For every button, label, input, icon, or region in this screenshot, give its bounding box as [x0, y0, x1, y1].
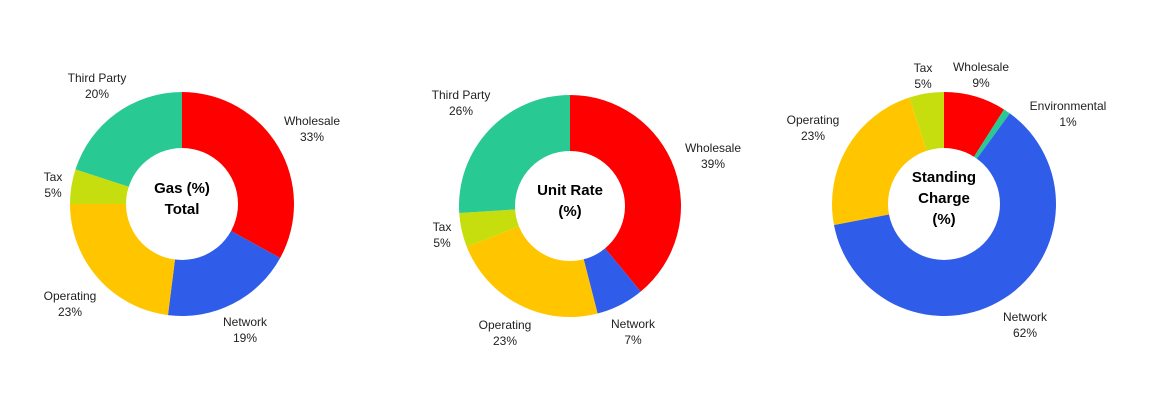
slice-label-tax: Tax 5%: [433, 220, 452, 250]
slice-label-value: 33%: [300, 130, 324, 144]
slice-label-network: Network 19%: [223, 315, 268, 345]
slice-label-value: 23%: [58, 305, 82, 319]
slice-label-value: 39%: [701, 157, 725, 171]
slice-label-third-party: Third Party 26%: [432, 88, 491, 118]
slice-label-third-party: Third Party 20%: [68, 71, 127, 101]
slice-label-value: 23%: [801, 129, 825, 143]
center-title-line: Unit Rate: [537, 182, 603, 199]
slice-label-name: Tax: [44, 170, 63, 184]
center-title-line: Standing: [912, 169, 976, 186]
slice-label-wholesale: Wholesale 39%: [685, 141, 741, 171]
slice-label-name: Operating: [44, 289, 97, 303]
donut-hole: [888, 148, 1000, 260]
slice-label-name: Wholesale: [284, 114, 340, 128]
slice-label-value: 5%: [44, 186, 62, 200]
slice-label-wholesale: Wholesale 33%: [284, 114, 340, 144]
slice-label-value: 1%: [1059, 115, 1077, 129]
center-title-line: (%): [932, 211, 955, 228]
slice-label-name: Wholesale: [953, 60, 1009, 74]
slice-label-name: Network: [223, 315, 268, 329]
slice-label-value: 5%: [433, 236, 451, 250]
slice-label-value: 7%: [624, 333, 642, 347]
chart-center-title: Standing Charge (%): [912, 169, 976, 228]
slice-label-name: Third Party: [432, 88, 491, 102]
slice-wholesale: [570, 95, 681, 292]
slice-label-wholesale: Wholesale 9%: [953, 60, 1009, 90]
slice-label-name: Operating: [479, 318, 532, 332]
slice-label-operating: Operating 23%: [479, 318, 532, 348]
slice-label-network: Network 62%: [1003, 310, 1048, 340]
slice-label-operating: Operating 23%: [44, 289, 97, 319]
slice-label-tax: Tax 5%: [914, 61, 933, 91]
center-title-line: Total: [165, 201, 200, 218]
slice-label-value: 5%: [914, 77, 932, 91]
chart-center-title: Unit Rate (%): [537, 182, 603, 220]
slice-label-name: Wholesale: [685, 141, 741, 155]
center-title-line: (%): [558, 203, 581, 220]
donut-chart-3: Standing Charge (%) Wholesale 9% Environmenta…: [787, 60, 1107, 340]
slice-label-value: 9%: [972, 76, 990, 90]
slice-label-tax: Tax 5%: [44, 170, 63, 200]
slice-label-name: Tax: [914, 61, 933, 75]
center-title-line: Charge: [918, 190, 970, 207]
slice-label-value: 19%: [233, 331, 257, 345]
slice-label-value: 23%: [493, 334, 517, 348]
slice-label-name: Network: [611, 317, 656, 331]
donut-hole: [126, 148, 238, 260]
slice-label-value: 26%: [449, 104, 473, 118]
slice-label-name: Operating: [787, 113, 840, 127]
slice-label-name: Environmental: [1030, 99, 1107, 113]
chart-center-title: Gas (%) Total: [154, 180, 210, 218]
donut-hole: [515, 151, 625, 261]
slice-label-network: Network 7%: [611, 317, 656, 347]
slice-label-name: Third Party: [68, 71, 127, 85]
slice-label-environmental: Environmental 1%: [1030, 99, 1107, 129]
center-title-line: Gas (%): [154, 180, 210, 197]
slice-label-name: Tax: [433, 220, 452, 234]
slice-label-name: Network: [1003, 310, 1048, 324]
slice-label-value: 62%: [1013, 326, 1037, 340]
donut-chart-1: Gas (%) Total Wholesale 33% Network 19% Operat…: [44, 71, 341, 345]
slice-label-value: 20%: [85, 87, 109, 101]
donut-chart-2: Unit Rate (%) Wholesale 39% Network 7% Operati…: [432, 88, 742, 348]
slice-label-operating: Operating 23%: [787, 113, 840, 143]
